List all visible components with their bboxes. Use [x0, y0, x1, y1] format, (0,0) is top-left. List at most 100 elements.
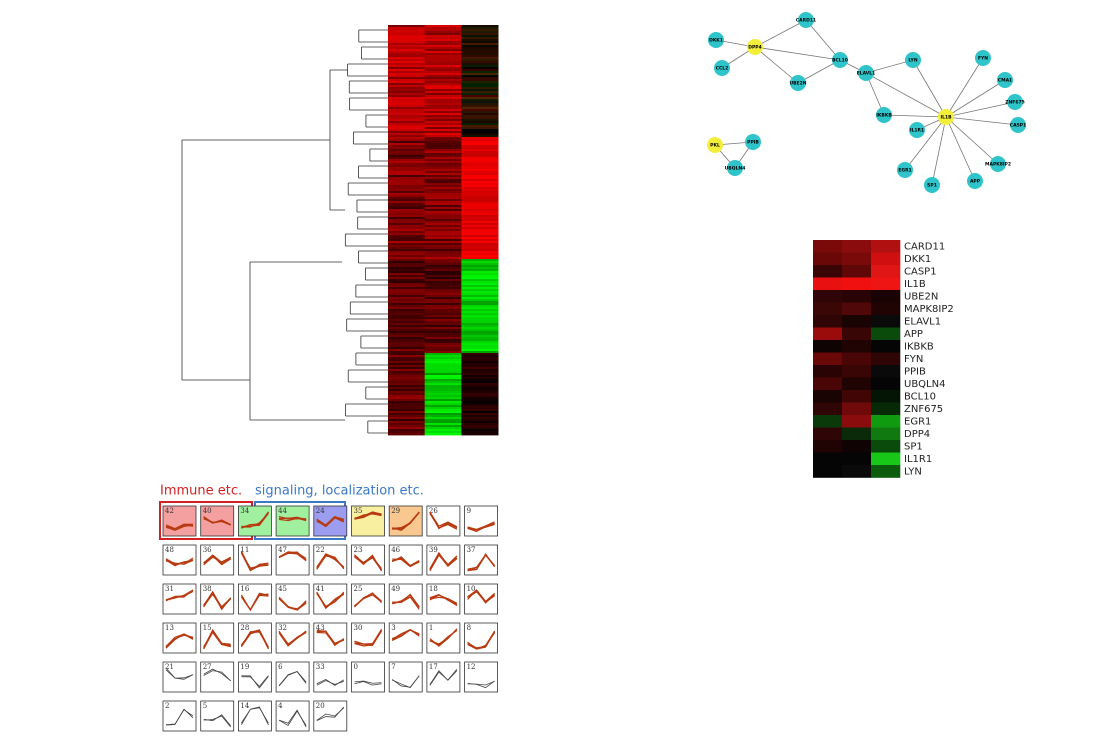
heatmap-cell — [424, 195, 462, 198]
dendrogram-branch — [358, 165, 388, 179]
cluster-panel: 49 — [388, 583, 423, 615]
gene-label: UBE2N — [904, 291, 938, 302]
node-label: BCL10 — [832, 58, 848, 64]
panel-profile — [165, 633, 194, 649]
heatmap-cell — [388, 123, 426, 126]
panel-profile — [279, 517, 307, 522]
heatmap-cell — [424, 365, 462, 368]
heatmap-cell — [461, 319, 499, 322]
heatmap-cell — [461, 297, 499, 300]
heatmap-cell — [424, 293, 462, 296]
heatmap-cell — [461, 363, 499, 366]
panel-frame — [313, 661, 348, 693]
heatmap-cell — [424, 423, 462, 426]
heatmap-cell — [461, 417, 499, 420]
heatmap-cell — [461, 89, 499, 92]
heatmap-cell — [461, 303, 499, 306]
heatmap-cell — [388, 331, 426, 334]
heatmap-cell — [388, 121, 426, 124]
cluster-panel: 12 — [464, 661, 499, 693]
heatmap-cell — [424, 85, 462, 88]
panel-profile — [241, 706, 269, 726]
panel-frame — [237, 583, 272, 615]
heatmap-cell — [424, 215, 462, 218]
heatmap-cell — [424, 155, 462, 158]
heatmap-cell — [424, 179, 462, 182]
heatmap-cell — [424, 71, 462, 74]
heatmap-cell — [461, 355, 499, 358]
heatmap-cell — [424, 243, 462, 246]
heatmap-cell — [461, 221, 499, 224]
heatmap-cell — [388, 189, 426, 192]
heatmap-cell — [388, 261, 426, 264]
heatmap-cell — [388, 267, 426, 270]
panel-profile — [429, 551, 458, 570]
dendrogram-branch — [349, 301, 388, 315]
gene-cell — [842, 240, 872, 253]
heatmap-cell — [388, 405, 426, 408]
cluster-panel: 1 — [426, 622, 461, 654]
heatmap-cell — [424, 51, 462, 54]
heatmap-cell — [461, 93, 499, 96]
dendrogram-branch — [355, 352, 388, 366]
heatmap-cell — [388, 341, 426, 344]
gene-cell — [813, 277, 843, 291]
heatmap-cell — [424, 181, 462, 184]
panel-frame — [275, 505, 310, 537]
main-heatmap — [388, 25, 499, 436]
panel-profile — [165, 709, 194, 726]
heatmap-cell — [461, 137, 499, 140]
heatmap-cell — [461, 377, 499, 380]
heatmap-cell — [424, 109, 462, 112]
panel-profile — [429, 670, 458, 685]
heatmap-cell — [424, 55, 462, 58]
gene-cell — [813, 290, 843, 303]
panel-id: 29 — [391, 507, 400, 515]
heatmap-cell — [388, 53, 426, 56]
heatmap-cell — [388, 253, 426, 256]
heatmap-cell — [461, 191, 499, 194]
panel-profile — [354, 680, 382, 684]
network-edge — [945, 116, 976, 182]
panel-profile — [316, 517, 345, 528]
heatmap-cell — [461, 155, 499, 158]
panel-profile — [467, 554, 496, 572]
heatmap-cell — [461, 205, 499, 208]
heatmap-cell — [461, 41, 499, 44]
heatmap-cell — [461, 119, 499, 122]
heatmap-cell — [461, 167, 499, 170]
panel-id: 9 — [467, 507, 471, 515]
group-label: signaling, localization etc. — [255, 484, 424, 499]
panel-profile — [278, 670, 307, 686]
heatmap-cell — [461, 101, 499, 104]
heatmap-cell — [424, 99, 462, 102]
panel-id: 37 — [467, 546, 476, 554]
heatmap-cell — [424, 251, 462, 254]
heatmap-cell — [388, 105, 426, 108]
heatmap-cell — [388, 61, 426, 64]
gene-label: ZNF675 — [904, 404, 943, 415]
heatmap-cell — [388, 369, 426, 372]
gene-label: CARD11 — [904, 241, 945, 252]
heatmap-cell — [424, 269, 462, 272]
heatmap-cell — [424, 29, 462, 32]
heatmap-cell — [424, 161, 462, 164]
heatmap-cell — [388, 111, 426, 114]
heatmap-cell — [461, 183, 499, 186]
gene-label: DKK1 — [904, 254, 931, 265]
heatmap-cell — [388, 209, 426, 212]
heatmap-cell — [388, 239, 426, 242]
heatmap-cell — [461, 329, 499, 332]
heatmap-cell — [461, 25, 499, 28]
cluster-panel: 38 — [200, 583, 235, 615]
heatmap-cell — [461, 273, 499, 276]
gene-cell — [842, 340, 872, 353]
heatmap-cell — [424, 53, 462, 56]
heatmap-cell — [461, 279, 499, 282]
gene-label: UBQLN4 — [904, 379, 945, 390]
dendrogram — [181, 29, 388, 434]
network-node — [747, 39, 763, 55]
heatmap-cell — [461, 251, 499, 254]
heatmap-cell — [424, 193, 462, 196]
gene-cell — [842, 440, 872, 453]
